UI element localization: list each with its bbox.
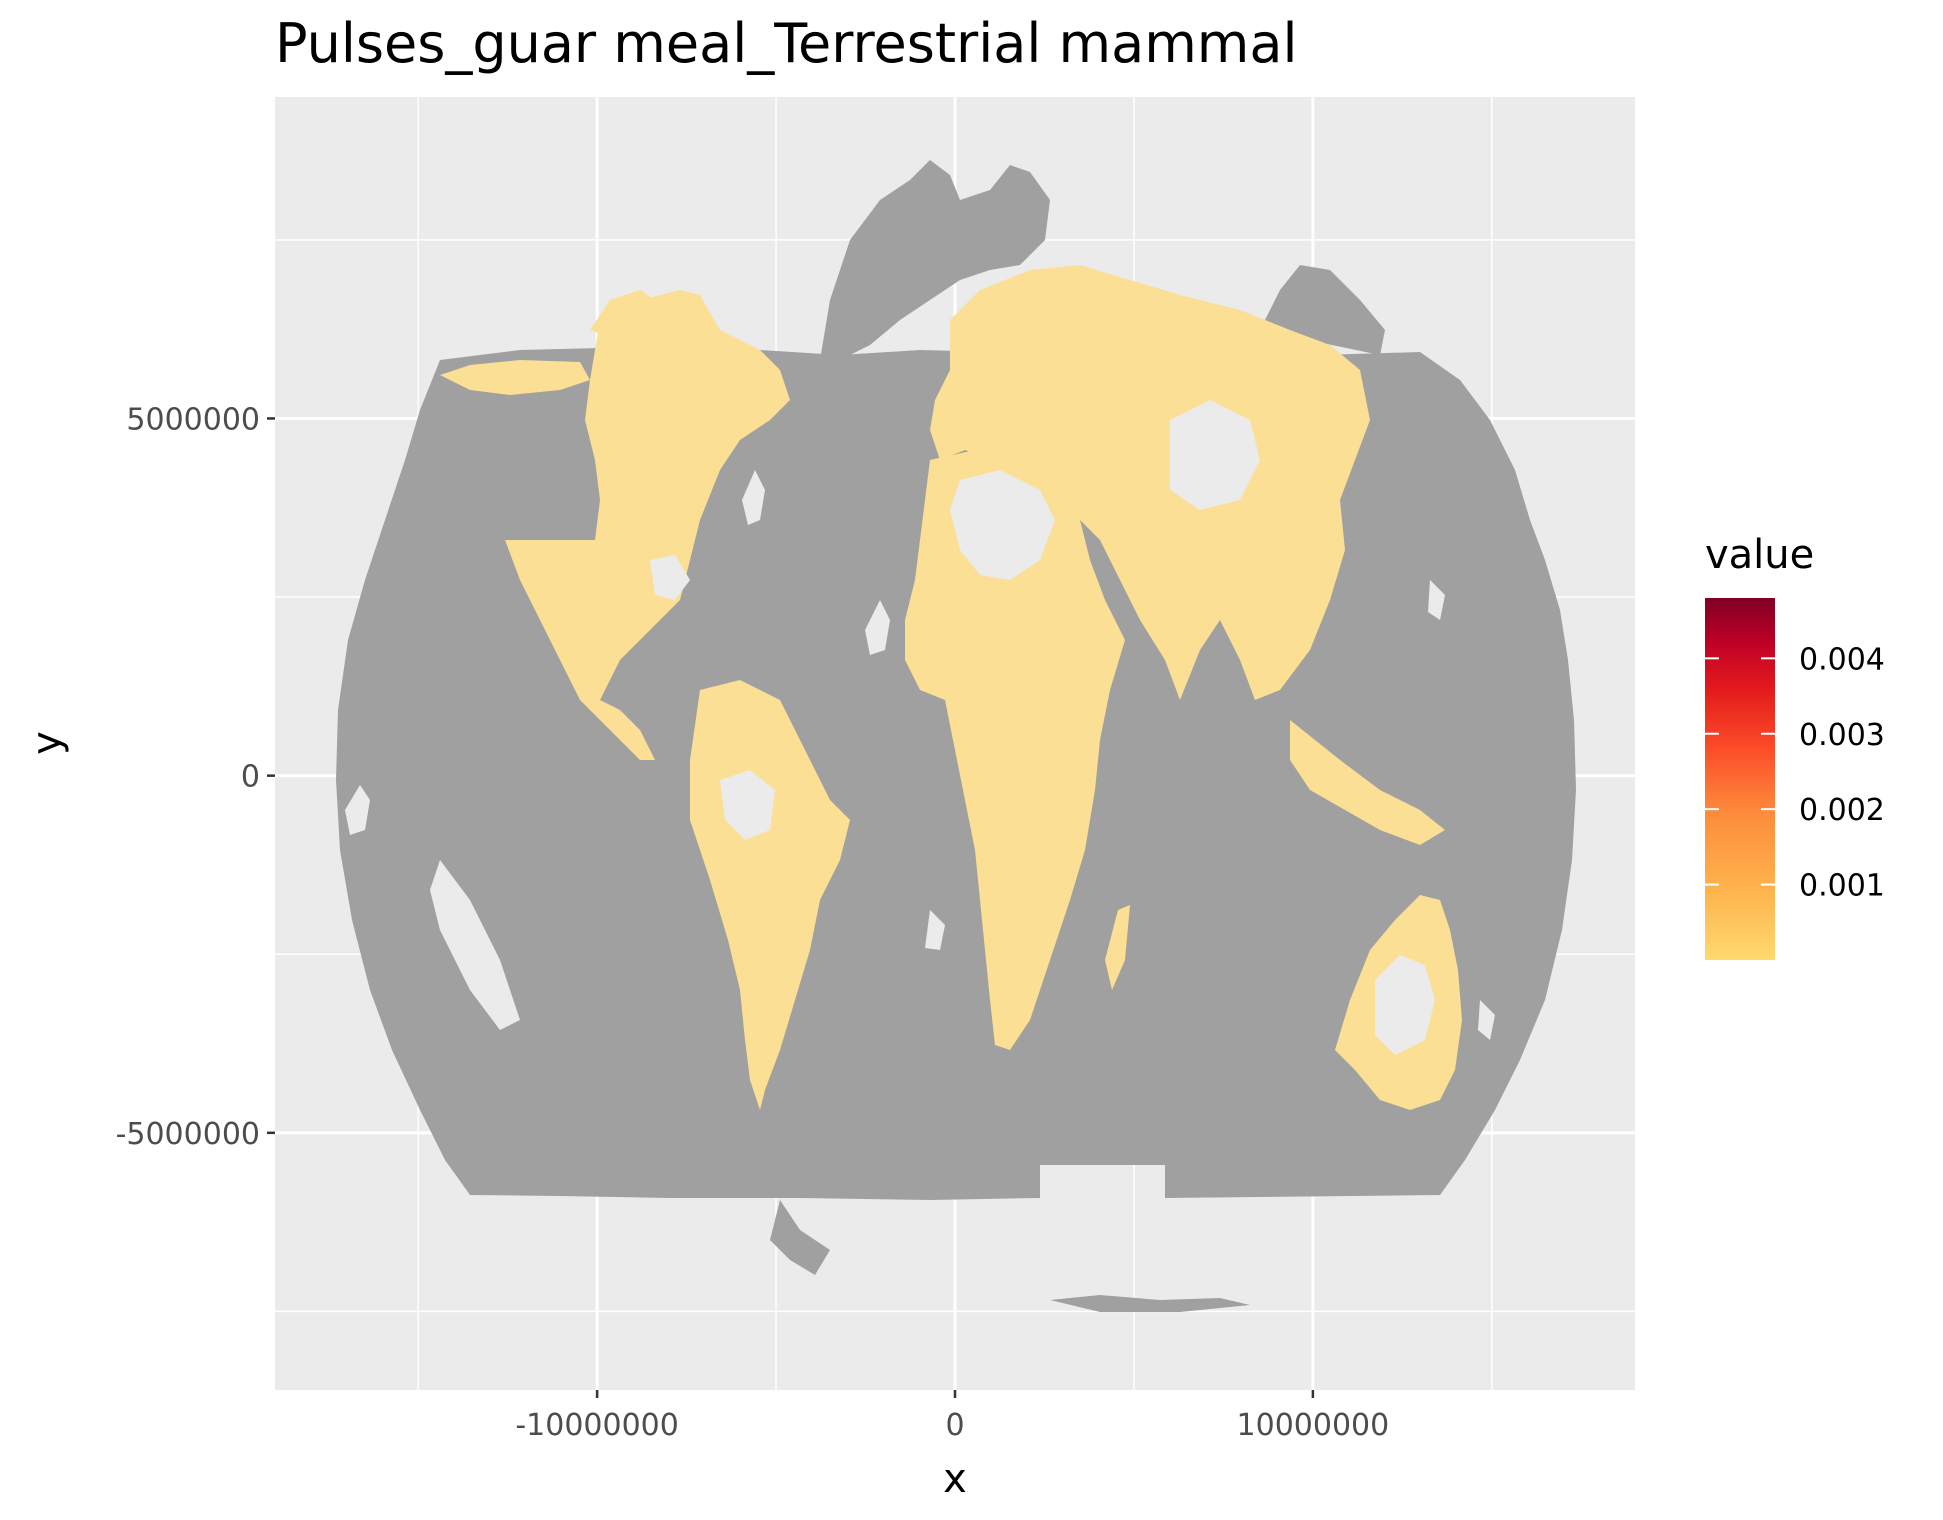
no-data-land: [650, 555, 690, 600]
no-data-patch: [1428, 580, 1445, 620]
x-tick-label: 0: [945, 1408, 964, 1443]
madagascar: [1105, 905, 1130, 990]
x-tick-label: -10000000: [515, 1408, 679, 1443]
x-axis-title: x: [943, 1456, 967, 1502]
no-data-patch: [1478, 1000, 1495, 1040]
north-america-north: [590, 290, 655, 340]
y-tick-label: -5000000: [116, 1117, 260, 1152]
alaska: [440, 360, 590, 395]
southeast-asia: [1290, 720, 1445, 845]
legend: value 0.001 0.002 0.003 0.004: [1705, 532, 1885, 960]
no-data-land: [1170, 400, 1260, 510]
legend-label: 0.002: [1799, 793, 1885, 828]
no-data-land: [1375, 955, 1435, 1055]
no-data-patch: [865, 600, 890, 655]
x-tick-label: 10000000: [1237, 1408, 1390, 1443]
legend-label: 0.001: [1799, 869, 1885, 904]
no-data-patch: [925, 910, 945, 950]
x-axis: -10000000 0 10000000: [515, 1390, 1389, 1443]
antarctica-fragment: [770, 1200, 830, 1275]
no-data-land: [720, 770, 775, 840]
legend-label: 0.004: [1799, 642, 1885, 677]
africa: [905, 450, 1125, 1050]
arctic-land: [820, 160, 1050, 360]
legend-title: value: [1705, 532, 1814, 578]
y-axis-title: y: [24, 731, 70, 755]
no-data-patch: [430, 860, 520, 1030]
legend-ticks: 0.001 0.002 0.003 0.004: [1705, 642, 1885, 904]
antarctica-shelf: [1050, 1295, 1250, 1312]
y-axis: 5000000 0 -5000000: [116, 402, 275, 1152]
eurasia: [930, 265, 1370, 700]
no-data-patch: [742, 470, 765, 525]
y-tick-label: 0: [241, 760, 260, 795]
legend-colorbar: [1705, 598, 1775, 960]
map-layer: [336, 160, 1576, 1312]
legend-label: 0.003: [1799, 718, 1885, 753]
north-america: [505, 290, 790, 760]
y-tick-label: 5000000: [126, 402, 260, 437]
no-data-land: [950, 470, 1055, 580]
chart-title: Pulses_guar meal_Terrestrial mammal: [275, 12, 1298, 75]
no-data-patch: [345, 785, 370, 835]
